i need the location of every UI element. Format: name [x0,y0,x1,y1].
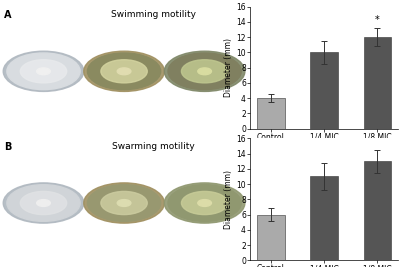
Circle shape [117,68,131,75]
Circle shape [198,200,212,206]
Bar [310,176,338,260]
Text: *: * [375,15,380,25]
Circle shape [37,200,50,206]
Circle shape [7,185,80,221]
Circle shape [84,183,164,223]
Circle shape [164,183,245,223]
Circle shape [20,60,67,83]
Text: Control: Control [33,177,54,182]
Text: 1/4 MIC: 1/4 MIC [113,45,135,50]
Text: 1/4 MIC: 1/4 MIC [113,177,135,182]
Circle shape [7,53,80,90]
Text: A: A [4,10,12,20]
Text: Swimming motility: Swimming motility [111,10,196,19]
Circle shape [101,191,147,215]
Circle shape [88,185,161,221]
Y-axis label: Diameter (mm): Diameter (mm) [224,170,234,229]
Circle shape [3,51,84,91]
Bar [364,37,391,129]
Text: Control: Control [33,45,54,50]
Text: 1/8 MIC: 1/8 MIC [194,177,216,182]
Circle shape [37,68,50,75]
Circle shape [164,51,245,91]
Bar [257,215,284,260]
Bar [364,161,391,260]
Circle shape [198,68,212,75]
Circle shape [84,51,164,91]
Circle shape [101,60,147,83]
Circle shape [182,60,228,83]
Text: B: B [4,142,12,152]
Bar [310,52,338,129]
Circle shape [168,53,241,90]
Circle shape [168,185,241,221]
Circle shape [182,191,228,215]
Circle shape [20,191,67,215]
Circle shape [117,200,131,206]
Text: Swarming motility: Swarming motility [112,142,195,151]
Y-axis label: Diameter (mm): Diameter (mm) [224,38,234,97]
Bar [257,98,284,129]
Text: 1/8 MIC: 1/8 MIC [194,45,216,50]
Circle shape [88,53,161,90]
Circle shape [3,183,84,223]
